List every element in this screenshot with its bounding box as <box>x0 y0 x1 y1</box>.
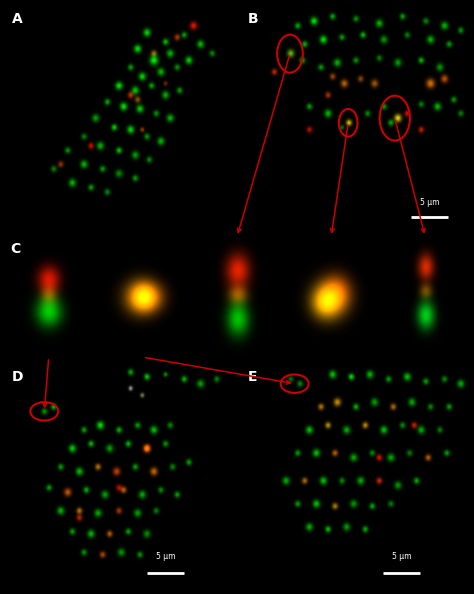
Text: E: E <box>248 370 257 384</box>
Text: 5 μm: 5 μm <box>420 198 439 207</box>
Text: A: A <box>12 12 22 26</box>
Text: 5 μm: 5 μm <box>155 552 175 561</box>
Text: D: D <box>12 370 23 384</box>
Text: C: C <box>10 242 20 255</box>
Text: B: B <box>248 12 259 26</box>
Text: 5 μm: 5 μm <box>392 552 411 561</box>
